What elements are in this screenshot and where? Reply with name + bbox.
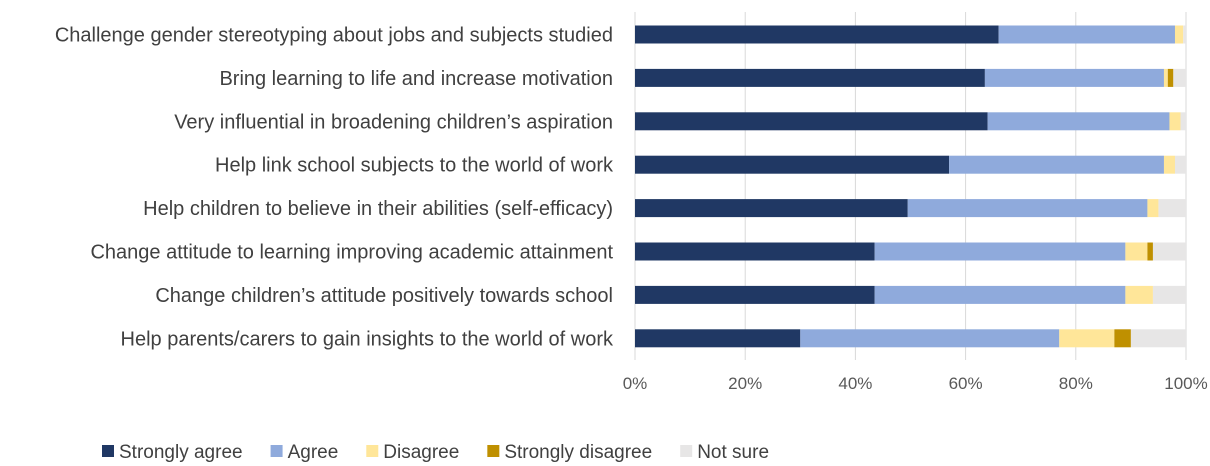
category-labels: Challenge gender stereotyping about jobs… — [55, 25, 614, 351]
gridlines — [634, 12, 1187, 360]
bar-segment-agree — [949, 155, 1164, 174]
legend-swatch — [680, 445, 693, 457]
bar-segment-strongly-agree — [635, 112, 988, 131]
category-label: Challenge gender stereotyping about jobs… — [55, 25, 613, 47]
bar-segment-disagree — [1147, 199, 1159, 218]
bar-segment-not-sure — [1183, 25, 1186, 44]
x-tick-label: 80% — [1059, 374, 1093, 393]
legend-label: Not sure — [697, 442, 769, 463]
bar-segment-strongly-agree — [635, 242, 875, 261]
bar-segment-disagree — [1125, 285, 1153, 304]
bar-segment-not-sure — [1130, 329, 1186, 348]
legend-swatch — [366, 445, 379, 457]
x-tick-label: 0% — [623, 374, 648, 393]
bar-segment-strongly-disagree — [1114, 329, 1131, 348]
category-label: Change attitude to learning improving ac… — [90, 242, 613, 264]
bar-segment-strongly-agree — [635, 25, 999, 44]
legend-swatch — [102, 445, 114, 457]
bar-segment-not-sure — [1152, 242, 1186, 261]
legend-label: Disagree — [383, 442, 459, 463]
x-tick-label: 40% — [838, 374, 872, 393]
x-tick-labels: 0% 20% 40% 60% 80% 100% — [623, 374, 1208, 393]
legend-label: Strongly agree — [119, 442, 243, 463]
legend: Strongly agree Agree Disagree Strongly disa… — [102, 442, 769, 463]
bar-segment-strongly-agree — [635, 155, 950, 174]
x-tick-label: 100% — [1164, 374, 1207, 393]
category-label: Help link school subjects to the world o… — [215, 155, 614, 177]
bar-segment-disagree — [1169, 112, 1181, 131]
category-label: Bring learning to life and increase moti… — [219, 68, 613, 90]
bar-segment-agree — [800, 329, 1060, 348]
bar-segment-agree — [907, 199, 1148, 218]
bar-segment-not-sure — [1180, 112, 1186, 131]
category-label: Help parents/carers to gain insights to … — [121, 328, 614, 350]
bar-segment-strongly-agree — [635, 68, 985, 87]
bar-segment-not-sure — [1174, 155, 1186, 174]
legend-label: Agree — [288, 442, 339, 463]
bar-segment-not-sure — [1173, 68, 1186, 87]
bar-segment-disagree — [1163, 155, 1175, 174]
bar-segment-disagree — [1174, 25, 1184, 44]
bar-segment-agree — [874, 242, 1126, 261]
legend-swatch — [270, 445, 283, 457]
bar-segment-disagree — [1059, 329, 1115, 348]
bar-segment-strongly-disagree — [1147, 242, 1153, 261]
bar-segment-agree — [987, 112, 1170, 131]
category-label: Change children’s attitude positively to… — [155, 285, 613, 307]
bar-segment-strongly-disagree — [1167, 68, 1174, 87]
bar-segment-not-sure — [1152, 285, 1186, 304]
bar-segment-agree — [998, 25, 1175, 44]
bar-segment-strongly-agree — [635, 285, 875, 304]
category-label: Help children to believe in their abilit… — [143, 198, 613, 220]
x-tick-label: 60% — [949, 374, 983, 393]
legend-swatch — [487, 445, 500, 457]
x-tick-label: 20% — [728, 374, 762, 393]
bar-segment-not-sure — [1158, 199, 1186, 218]
bar-segment-agree — [874, 285, 1126, 304]
bar-segment-disagree — [1125, 242, 1148, 261]
bars — [635, 25, 1186, 348]
legend-label: Strongly disagree — [504, 442, 652, 463]
bar-segment-agree — [984, 68, 1164, 87]
bar-segment-disagree — [1163, 68, 1168, 87]
category-label: Very influential in broadening children’… — [174, 111, 613, 133]
bar-segment-strongly-agree — [635, 329, 801, 348]
bar-segment-strongly-agree — [635, 199, 908, 218]
